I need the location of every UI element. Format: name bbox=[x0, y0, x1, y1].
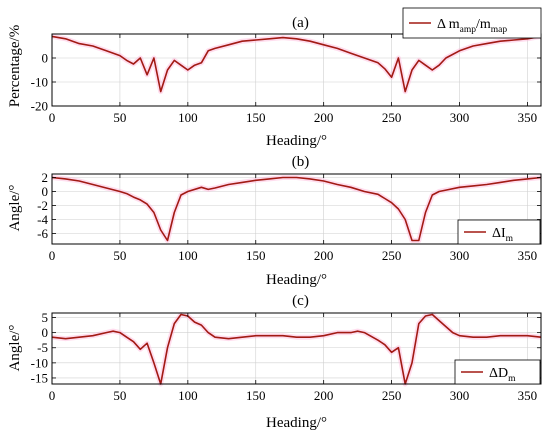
x-tick-label: 100 bbox=[178, 110, 198, 125]
x-tick-label: 200 bbox=[314, 388, 334, 403]
legend-label: Δ mamp/mmap bbox=[437, 17, 507, 35]
x-tick-label: 250 bbox=[382, 248, 402, 263]
panel-1: 0 50 100 150 200 250 300 35020-2-4-6(b)Heading/… bbox=[7, 154, 542, 288]
x-axis-label: Heading/° bbox=[266, 272, 327, 288]
axes-frame bbox=[51, 173, 542, 245]
y-tick-label: -6 bbox=[37, 226, 48, 241]
y-tick-label: -2 bbox=[37, 198, 48, 213]
x-tick-label: 50 bbox=[113, 110, 126, 125]
x-tick-label: 150 bbox=[246, 388, 266, 403]
x-tick-label: 250 bbox=[382, 388, 402, 403]
x-tick-label: 0 bbox=[49, 110, 56, 125]
series-glow bbox=[51, 33, 542, 95]
y-axis-label: Angle/° bbox=[7, 185, 23, 232]
x-tick-label: 300 bbox=[450, 388, 470, 403]
y-tick-label: -5 bbox=[37, 340, 48, 355]
x-tick-label: 300 bbox=[450, 110, 470, 125]
legend: Δ mamp/mmap bbox=[402, 7, 542, 39]
y-tick-label: 0 bbox=[42, 184, 49, 199]
y-axis-label: Percentage/% bbox=[7, 25, 23, 107]
legend-label: ΔDm bbox=[489, 366, 516, 384]
y-tick-label: 0 bbox=[42, 325, 49, 340]
x-tick-label: 200 bbox=[314, 248, 334, 263]
panel-2: 0 50 100 150 200 250 300 35050-5-10-15(c)Headin… bbox=[7, 293, 542, 431]
legend: ΔIm bbox=[457, 219, 541, 245]
x-tick-label: 200 bbox=[314, 110, 334, 125]
x-tick-label: 350 bbox=[518, 248, 538, 263]
x-tick-label: 50 bbox=[113, 248, 126, 263]
y-tick-label: -10 bbox=[31, 75, 48, 90]
series-line bbox=[51, 313, 542, 385]
y-tick-label: -10 bbox=[31, 355, 48, 370]
x-tick-label: 150 bbox=[246, 110, 266, 125]
x-tick-label: 150 bbox=[246, 248, 266, 263]
panel-title: (c) bbox=[292, 293, 309, 309]
panel-title: (a) bbox=[292, 15, 309, 31]
panel-title: (b) bbox=[292, 154, 310, 170]
y-axis-label: Angle/° bbox=[7, 325, 23, 372]
x-tick-label: 350 bbox=[518, 110, 538, 125]
panel-0: 0 50 100 150 200 250 300 350 0 -10 -20 (a) Heading/°… bbox=[7, 7, 542, 149]
y-tick-label: 2 bbox=[42, 170, 49, 185]
x-tick-label: 0 bbox=[49, 388, 56, 403]
y-tick-label: 5 bbox=[42, 310, 49, 325]
x-tick-label: 100 bbox=[178, 248, 198, 263]
axes-frame bbox=[51, 33, 542, 107]
x-tick-label: 100 bbox=[178, 388, 198, 403]
y-tick-label: -4 bbox=[37, 212, 48, 227]
x-tick-label: 300 bbox=[450, 248, 470, 263]
series-line bbox=[51, 35, 542, 93]
y-tick-label: -20 bbox=[31, 99, 48, 114]
x-tick-label: 0 bbox=[49, 248, 56, 263]
legend-label: ΔIm bbox=[492, 226, 514, 244]
x-tick-label: 350 bbox=[518, 388, 538, 403]
x-tick-label: 250 bbox=[382, 110, 402, 125]
y-tick-label: -15 bbox=[31, 370, 48, 385]
axes-frame bbox=[51, 312, 542, 385]
legend: ΔDm bbox=[454, 359, 541, 385]
x-axis-label: Heading/° bbox=[266, 415, 327, 431]
x-axis-label: Heading/° bbox=[266, 133, 327, 149]
y-tick-label: 0 bbox=[42, 51, 49, 66]
series-line bbox=[51, 176, 542, 242]
x-tick-label: 50 bbox=[113, 388, 126, 403]
